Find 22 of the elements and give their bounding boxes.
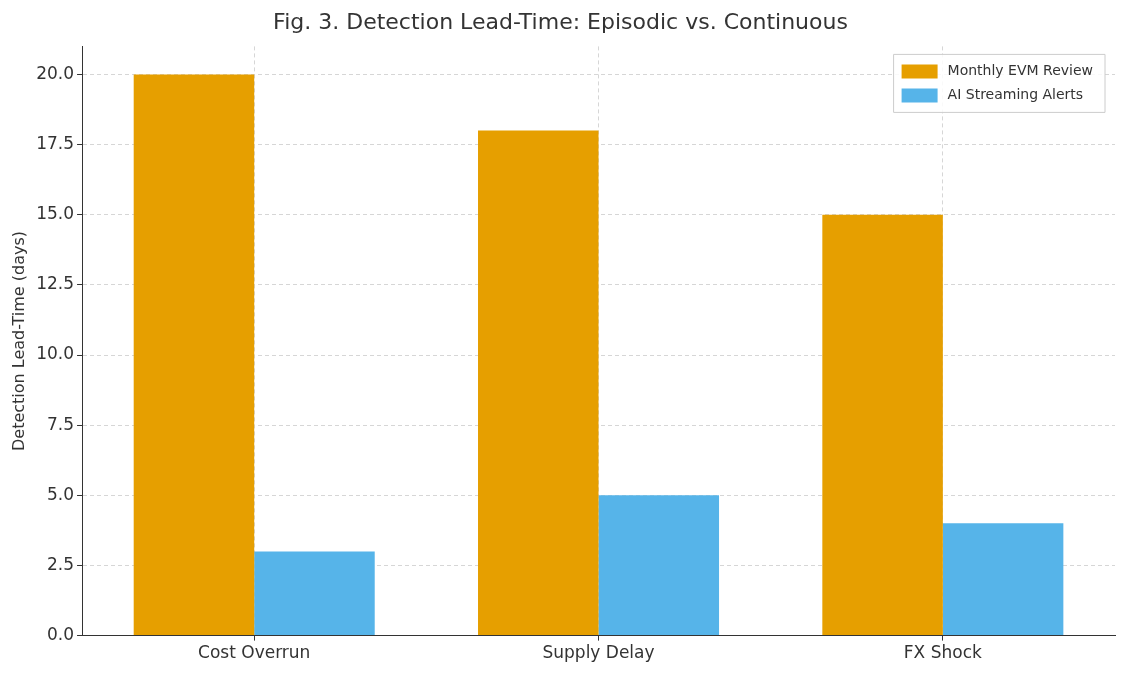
bar — [478, 130, 599, 636]
bar — [598, 495, 720, 636]
chart-title: Fig. 3. Detection Lead-Time: Episodic vs. Continuous — [273, 8, 848, 34]
x-tick-label: FX Shock — [903, 642, 982, 663]
legend-label: Monthly EVM Review — [947, 62, 1094, 79]
bar — [822, 214, 943, 636]
bar — [254, 551, 375, 636]
y-tick-label: 7.5 — [47, 413, 75, 434]
y-tick-label: 5.0 — [47, 483, 75, 504]
bar — [942, 523, 1064, 636]
y-tick-label: 20.0 — [36, 62, 75, 83]
y-tick-label: 0.0 — [47, 624, 75, 645]
legend-label: AI Streaming Alerts — [947, 86, 1084, 103]
x-tick-label: Supply Delay — [542, 642, 655, 663]
y-tick-label: 15.0 — [36, 203, 75, 224]
y-tick-label: 12.5 — [36, 273, 75, 294]
x-tick-label: Cost Overrun — [198, 642, 311, 663]
y-tick-label: 17.5 — [36, 133, 75, 154]
y-tick-label: 10.0 — [36, 343, 75, 364]
y-axis-title: Detection Lead-Time (days) — [8, 230, 28, 452]
y-tick-label: 2.5 — [47, 553, 75, 574]
bar — [133, 74, 255, 636]
